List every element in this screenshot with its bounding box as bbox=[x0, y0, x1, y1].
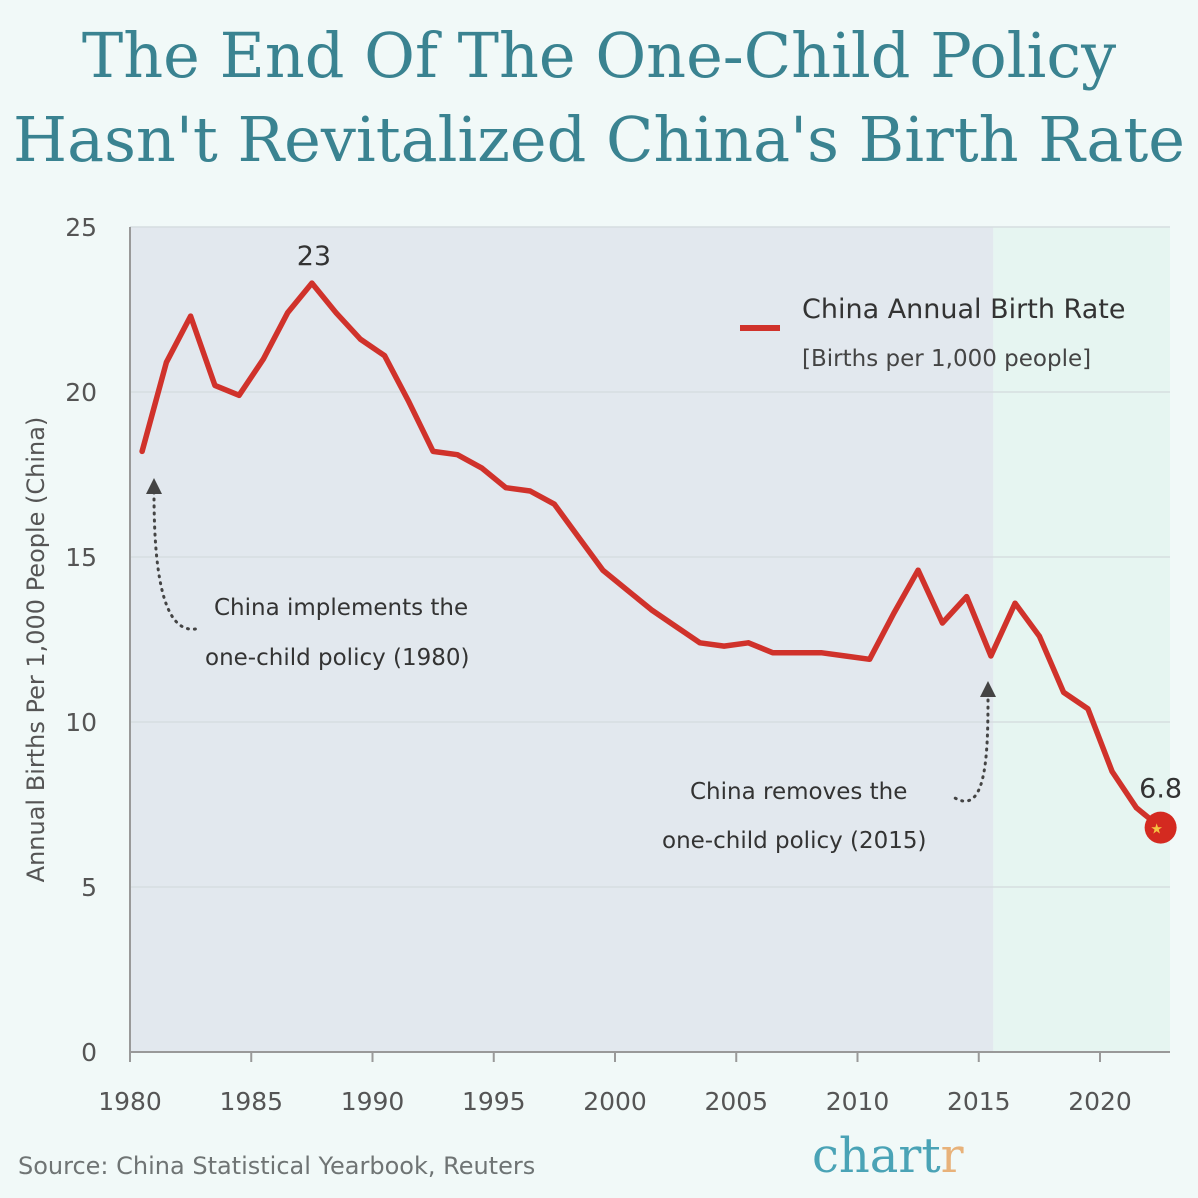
data-point bbox=[1036, 633, 1042, 639]
data-point bbox=[721, 643, 727, 649]
x-tick-label: 2020 bbox=[1068, 1087, 1132, 1116]
y-tick-label: 0 bbox=[81, 1038, 97, 1067]
data-point bbox=[527, 488, 533, 494]
post-policy-region bbox=[993, 227, 1170, 1052]
data-point bbox=[139, 448, 145, 454]
data-point bbox=[454, 452, 460, 458]
data-point bbox=[1109, 769, 1115, 774]
y-tick-label: 25 bbox=[65, 213, 97, 242]
y-tick-label: 20 bbox=[65, 378, 97, 407]
arrow-head-icon bbox=[980, 681, 996, 697]
flag-star-icon: ★ bbox=[1150, 822, 1163, 838]
y-tick-label: 5 bbox=[81, 873, 97, 902]
data-point bbox=[624, 587, 630, 593]
annotation-line: China implements the bbox=[214, 595, 468, 621]
arrow-head-icon bbox=[146, 478, 162, 494]
legend-sublabel: [Births per 1,000 people] bbox=[802, 346, 1091, 372]
annotation-line: one-child policy (2015) bbox=[662, 828, 927, 854]
data-point bbox=[430, 448, 436, 454]
data-point bbox=[1012, 600, 1018, 606]
china-flag-icon bbox=[1144, 811, 1177, 844]
data-point bbox=[842, 653, 848, 659]
title-line-1: The End Of The One-Child Policy bbox=[81, 19, 1117, 92]
data-point bbox=[794, 650, 800, 656]
data-point bbox=[382, 353, 388, 359]
y-tick-label: 10 bbox=[65, 708, 97, 737]
annotation-line: China removes the bbox=[690, 779, 907, 805]
chartr-logo: chartr bbox=[812, 1128, 964, 1184]
data-label: 23 bbox=[297, 241, 331, 272]
x-tick-label: 1980 bbox=[98, 1087, 162, 1116]
data-point bbox=[163, 359, 169, 365]
data-point bbox=[188, 313, 194, 319]
data-point bbox=[1133, 805, 1139, 811]
annotation-arrow-path bbox=[152, 490, 202, 631]
data-point bbox=[357, 336, 363, 342]
data-point bbox=[551, 501, 557, 507]
policy-region bbox=[130, 227, 994, 1052]
data-point bbox=[867, 656, 873, 662]
data-point bbox=[697, 640, 703, 646]
data-point bbox=[818, 650, 824, 656]
data-point bbox=[745, 640, 751, 646]
data-point bbox=[1061, 689, 1067, 695]
data-point bbox=[673, 623, 679, 629]
data-point bbox=[503, 485, 509, 491]
data-point bbox=[964, 594, 970, 600]
data-point bbox=[285, 310, 291, 316]
x-tick-label: 2000 bbox=[583, 1087, 647, 1116]
annotation-arrow-path bbox=[953, 698, 990, 803]
data-point bbox=[891, 610, 897, 616]
annotation-line: one-child policy (1980) bbox=[205, 645, 470, 671]
data-point bbox=[260, 356, 266, 362]
data-point bbox=[212, 382, 218, 388]
title-line-2: Hasn't Revitalized China's Birth Rate bbox=[13, 103, 1185, 176]
data-point bbox=[939, 620, 945, 626]
source-note: Source: China Statistical Yearbook, Reut… bbox=[18, 1152, 536, 1180]
data-point bbox=[406, 399, 412, 405]
data-point bbox=[915, 567, 921, 573]
x-tick-label: 1995 bbox=[462, 1087, 526, 1116]
data-point bbox=[236, 392, 242, 398]
x-tick-label: 2010 bbox=[826, 1087, 890, 1116]
data-point bbox=[648, 607, 654, 613]
chart-title: The End Of The One-Child Policy Hasn't R… bbox=[0, 14, 1198, 182]
data-point bbox=[600, 567, 606, 573]
y-axis-label: Annual Births Per 1,000 People (China) bbox=[22, 417, 50, 883]
x-tick-label: 1990 bbox=[341, 1087, 405, 1116]
data-point bbox=[309, 280, 315, 286]
data-point bbox=[770, 650, 776, 656]
x-tick-label: 2015 bbox=[947, 1087, 1011, 1116]
x-tick-label: 2005 bbox=[704, 1087, 768, 1116]
data-point bbox=[988, 653, 994, 659]
data-point bbox=[333, 310, 339, 316]
y-tick-label: 15 bbox=[65, 543, 97, 572]
data-point bbox=[1085, 706, 1091, 712]
data-point bbox=[576, 534, 582, 540]
x-tick-label: 1985 bbox=[219, 1087, 283, 1116]
data-point bbox=[479, 465, 485, 471]
legend-label: China Annual Birth Rate bbox=[802, 294, 1125, 325]
data-label: 6.8 bbox=[1139, 774, 1182, 805]
